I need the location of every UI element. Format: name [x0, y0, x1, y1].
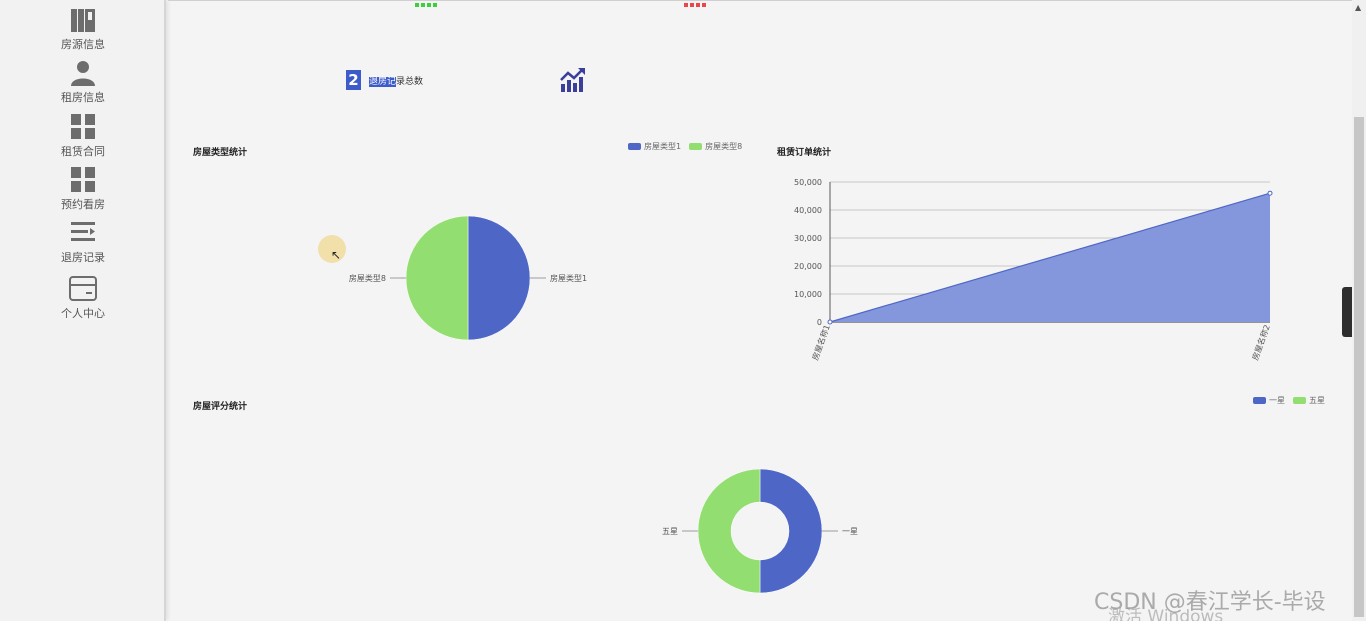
- rating-chart-title: 房屋评分统计: [193, 402, 248, 412]
- house-type-legend: 房屋类型1 房屋类型8: [628, 141, 750, 152]
- trend-chart-icon: [560, 68, 585, 92]
- card-icon: [69, 276, 97, 301]
- vertical-scrollbar[interactable]: ▲: [1352, 0, 1366, 621]
- sidebar-item-contracts[interactable]: 租赁合同: [0, 113, 166, 159]
- checkout-count-label-rest: 录总数: [396, 77, 424, 87]
- legend-label: 房屋类型8: [705, 142, 743, 151]
- top-divider: [168, 0, 1366, 1]
- activate-windows-watermark: 激活 Windows: [1108, 607, 1224, 621]
- rental-order-area-chart: 0 10,000 20,000 30,000 40,000 50,000 房屋名称1 房屋名称…: [794, 178, 1273, 362]
- red-indicator: [684, 3, 706, 7]
- scroll-up-icon[interactable]: ▲: [1355, 3, 1362, 12]
- legend-item[interactable]: 一星: [1253, 395, 1285, 406]
- data-point[interactable]: [827, 319, 833, 325]
- sidebar-item-label: 房源信息: [61, 38, 105, 51]
- legend-item[interactable]: 房屋类型8: [689, 141, 742, 152]
- x-tick-label: 房屋名称1: [810, 323, 832, 361]
- checkout-count-value: 2: [346, 70, 361, 90]
- legend-item[interactable]: 五星: [1293, 395, 1325, 406]
- legend-label: 五星: [1309, 396, 1325, 405]
- house-type-pie-chart: 房屋类型1 房屋类型8: [349, 215, 587, 341]
- pie-slice-label: 一星: [842, 527, 858, 536]
- legend-item[interactable]: 房屋类型1: [628, 141, 681, 152]
- list-icon: [71, 222, 95, 241]
- sidebar-item-label: 退房记录: [61, 251, 105, 264]
- pie-slice-label: 房屋类型8: [349, 273, 386, 283]
- sidebar-item-label: 租赁合同: [61, 145, 105, 158]
- sidebar-item-viewing[interactable]: 预约看房: [0, 166, 166, 212]
- sidebar: 房源信息 租房信息 租赁合同 预约看房: [0, 0, 166, 621]
- sidebar-item-label: 个人中心: [61, 307, 105, 320]
- y-tick-label: 50,000: [794, 178, 822, 187]
- data-point[interactable]: [1267, 190, 1273, 196]
- pie-slice[interactable]: [405, 215, 469, 341]
- scrollbar-thumb[interactable]: [1354, 117, 1364, 617]
- y-tick-label: 40,000: [794, 206, 822, 215]
- rental-order-chart-title: 租赁订单统计: [777, 148, 832, 158]
- legend-label: 房屋类型1: [644, 142, 682, 151]
- area-line: [829, 192, 1271, 323]
- legend-label: 一星: [1269, 396, 1285, 405]
- cursor-highlight: [318, 235, 346, 263]
- sidebar-item-profile[interactable]: 个人中心: [0, 275, 166, 321]
- y-tick-label: 20,000: [794, 262, 822, 271]
- sidebar-item-label: 预约看房: [61, 198, 105, 211]
- grid-icon: [71, 114, 95, 139]
- pie-slice-label: 房屋类型1: [550, 273, 587, 283]
- pie-slice[interactable]: [467, 215, 531, 341]
- sidebar-item-checkout[interactable]: 退房记录: [0, 219, 166, 265]
- mouse-cursor-icon: ↖: [331, 248, 342, 262]
- sidebar-item-listings[interactable]: 房源信息: [0, 6, 166, 52]
- rating-legend: 一星 五星: [1253, 395, 1333, 406]
- y-tick-label: 0: [817, 318, 822, 327]
- rating-donut-chart: 一星 五星: [662, 468, 858, 594]
- house-type-chart-title: 房屋类型统计: [193, 148, 248, 158]
- building-icon: [71, 9, 95, 32]
- csdn-watermark: CSDN @春江学长-毕设: [1094, 590, 1326, 615]
- y-tick-label: 10,000: [794, 290, 822, 299]
- grid-icon: [71, 167, 95, 192]
- pie-slice[interactable]: [759, 468, 823, 594]
- checkout-count-label: 退房记录总数: [369, 74, 423, 87]
- user-icon: [71, 61, 95, 86]
- x-tick-label: 房屋名称2: [1250, 323, 1272, 361]
- y-tick-label: 30,000: [794, 234, 822, 243]
- checkout-count-label-highlight: 退房记: [369, 77, 397, 87]
- pie-slice[interactable]: [697, 468, 761, 594]
- sidebar-item-label: 租房信息: [61, 91, 105, 104]
- green-indicator: [415, 3, 437, 7]
- sidebar-item-rental-info[interactable]: 租房信息: [0, 59, 166, 105]
- pie-slice-label: 五星: [662, 527, 678, 536]
